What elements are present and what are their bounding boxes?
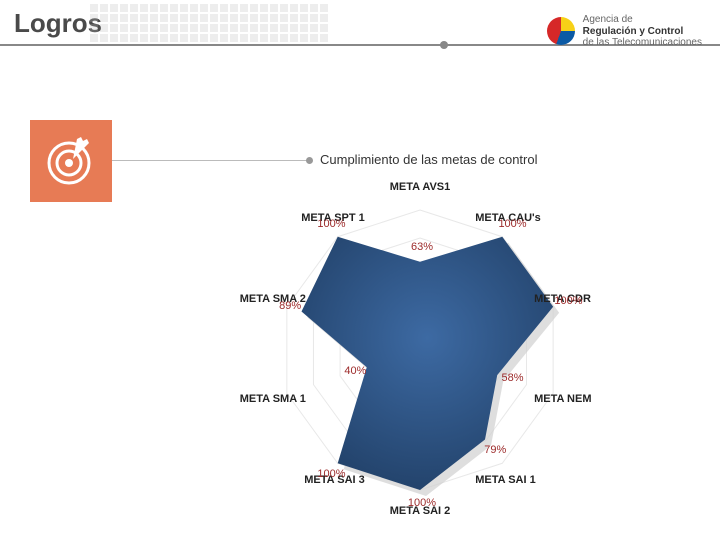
agency-line1: Agencia de	[583, 14, 702, 26]
radar-axis-label: META SMA 1	[226, 393, 306, 405]
agency-text: Agencia de Regulación y Control de las T…	[583, 14, 702, 49]
radar-value-label: 100%	[402, 497, 442, 509]
header: Logros Agencia de Regulación y Control d…	[0, 0, 720, 62]
radar-chart: META AVS163%META CAU's100%META CDR100%ME…	[190, 180, 650, 540]
radar-value-label: 63%	[402, 241, 442, 253]
decorative-grid	[90, 4, 328, 42]
radar-axis-label: META SAI 1	[475, 474, 555, 486]
target-icon	[43, 133, 99, 189]
radar-value-label: 89%	[270, 300, 310, 312]
radar-svg	[190, 180, 650, 540]
agency-logo: Agencia de Regulación y Control de las T…	[547, 14, 702, 49]
subtitle-rule	[112, 160, 312, 161]
flag-icon	[547, 17, 575, 45]
subtitle-dot	[306, 157, 313, 164]
radar-value-label: 100%	[548, 295, 588, 307]
subtitle: Cumplimiento de las metas de control	[320, 152, 538, 167]
radar-value-label: 79%	[475, 444, 515, 456]
title-dot	[440, 41, 448, 49]
radar-axis-label: META NEM	[534, 393, 614, 405]
agency-line3: de las Telecomunicaciones	[583, 37, 702, 49]
radar-value-label: 40%	[335, 365, 375, 377]
target-icon-card	[30, 120, 112, 202]
radar-value-label: 100%	[311, 218, 351, 230]
agency-line2: Regulación y Control	[583, 26, 702, 38]
radar-value-label: 100%	[311, 468, 351, 480]
radar-axis-label: META AVS1	[380, 181, 460, 193]
radar-value-label: 100%	[493, 218, 533, 230]
radar-value-label: 58%	[493, 372, 533, 384]
